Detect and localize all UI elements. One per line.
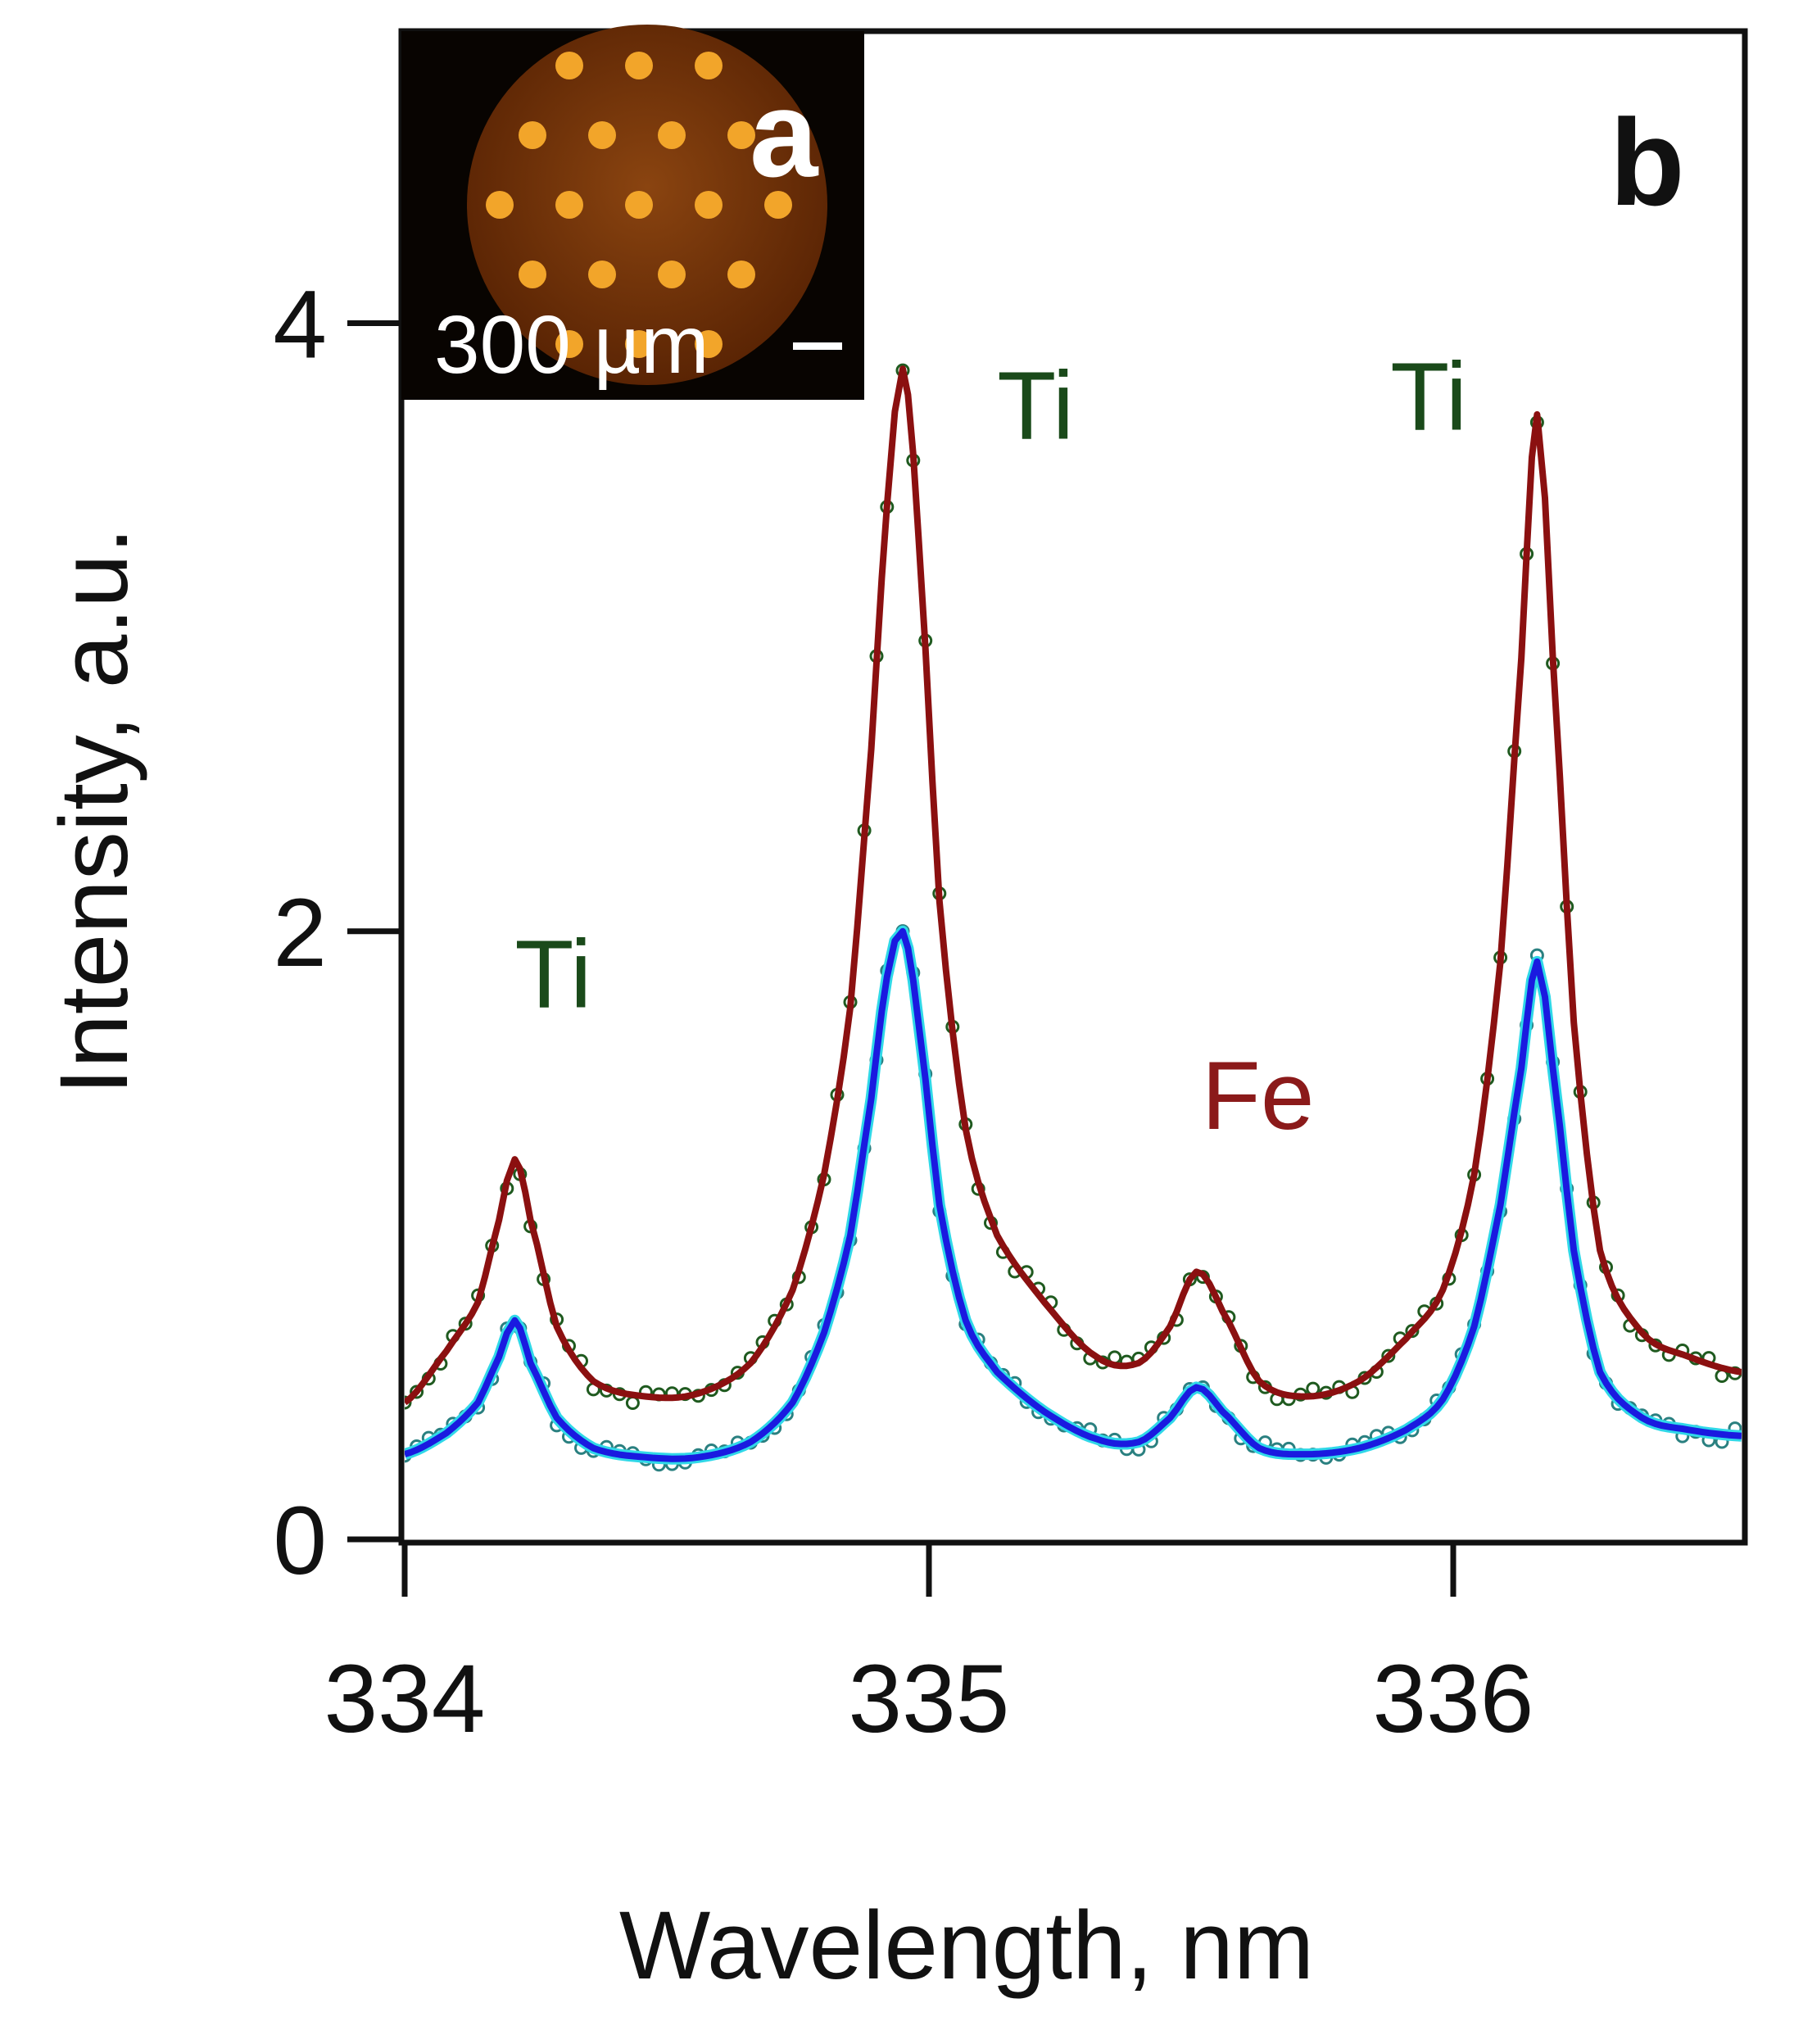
- annotation-layer: Ti Ti Fe Ti: [514, 342, 1467, 1150]
- peak-label: Ti: [997, 352, 1074, 460]
- data-point: [405, 1395, 412, 1410]
- data-point: [1381, 1348, 1396, 1363]
- inset-spot: [625, 191, 653, 219]
- inset-spot: [764, 191, 792, 219]
- x-tick-label: 336: [1373, 1645, 1534, 1753]
- axis-layer: 334 335 336 0 2 4: [273, 271, 1534, 1753]
- inset-spot: [658, 261, 686, 288]
- y-tick-label: 0: [273, 1487, 327, 1595]
- x-axis-label: Wavelength, nm: [619, 1892, 1314, 2000]
- inset-spot: [519, 121, 546, 149]
- inset-spot: [588, 261, 616, 288]
- inset-spot: [588, 121, 616, 149]
- x-tick-label: 335: [849, 1645, 1010, 1753]
- inset-spot: [486, 191, 514, 219]
- y-tick-label: 2: [273, 879, 327, 987]
- peak-label: Ti: [1390, 342, 1467, 451]
- inset-spot: [727, 121, 755, 149]
- inset-spot: [625, 52, 653, 79]
- inset-panel-label: a: [750, 65, 819, 202]
- inset-spot: [658, 121, 686, 149]
- series-line: [405, 365, 1742, 1406]
- x-tick-label: 334: [324, 1645, 486, 1753]
- panel-label-b: b: [1610, 93, 1685, 231]
- data-point: [1405, 1324, 1420, 1339]
- scale-bar-label: 300 µm: [434, 299, 709, 391]
- inset-spot: [555, 330, 583, 358]
- series-1: [405, 363, 1742, 1410]
- inset-spot: [555, 52, 583, 79]
- inset-spot: [695, 330, 723, 358]
- series-line: [405, 927, 1742, 1462]
- inset-spot: [625, 330, 653, 358]
- series-2: [405, 924, 1742, 1472]
- inset-spot: [727, 261, 755, 288]
- peak-label: Ti: [514, 921, 591, 1029]
- series-layer: [405, 363, 1742, 1472]
- inset-spot: [695, 191, 723, 219]
- inset-spot: [555, 191, 583, 219]
- y-axis-label: Intensity, a.u.: [40, 527, 148, 1095]
- data-point: [410, 1385, 424, 1399]
- y-tick-label: 4: [273, 271, 327, 379]
- inset-image: a 300 µm: [401, 25, 864, 400]
- inset-spot: [695, 52, 723, 79]
- inset-spots: [486, 52, 792, 358]
- inset-spot: [519, 261, 546, 288]
- peak-label: Fe: [1202, 1042, 1315, 1150]
- scale-bar: [793, 342, 842, 350]
